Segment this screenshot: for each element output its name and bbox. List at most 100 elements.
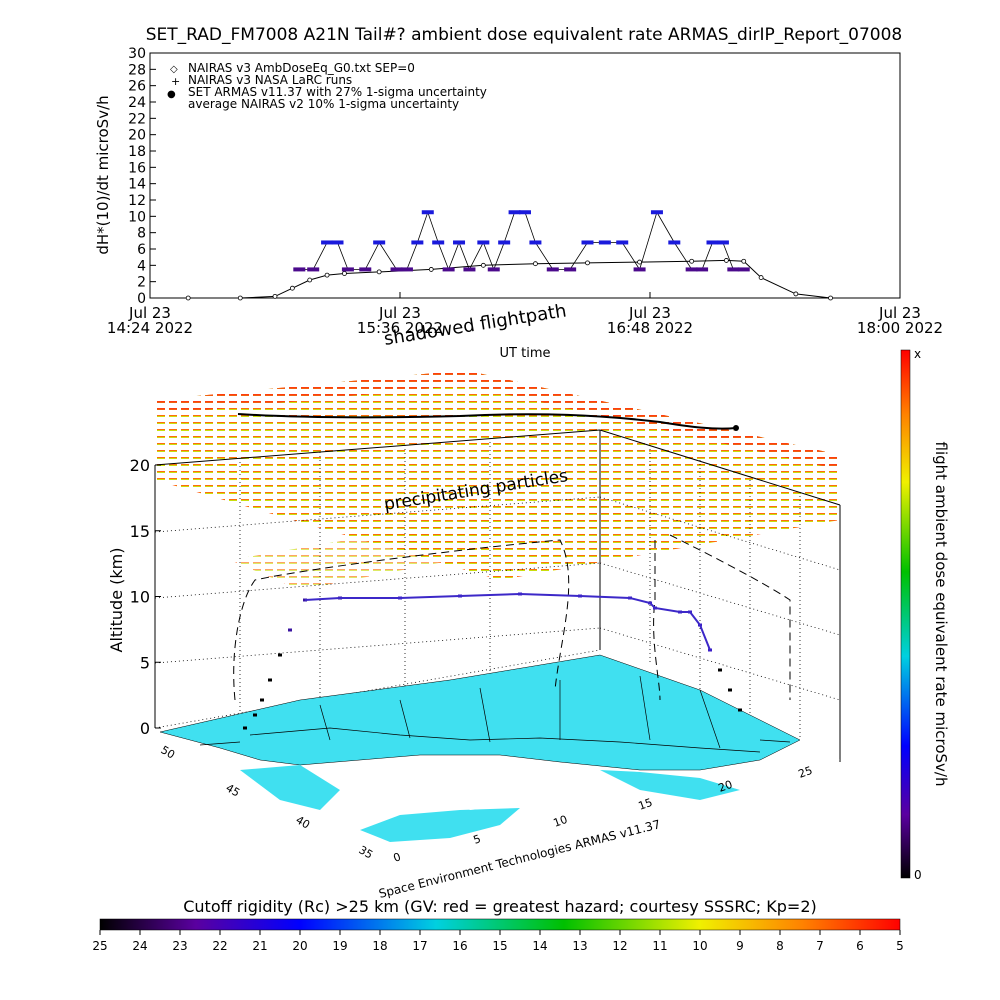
bottom-colorbar-tick-label: 17	[412, 939, 427, 953]
ground-map	[158, 652, 840, 862]
nairas-v3-point	[533, 261, 538, 267]
armas-point	[432, 240, 445, 245]
z-tick-label: 20	[130, 456, 150, 475]
bottom-colorbar-tick-label: 7	[816, 939, 824, 953]
top-series	[185, 210, 833, 301]
right-colorbar-gradient	[900, 349, 911, 879]
armas-point	[307, 267, 320, 272]
top-y-tick-label: 2	[137, 275, 146, 291]
bottom-colorbar-tick-label: 19	[332, 939, 347, 953]
top-x-tick-label: Jul 23	[628, 304, 671, 322]
bottom-colorbar-tick-label: 15	[492, 939, 507, 953]
legend-label-nairas-v3: NAIRAS v3 AmbDoseEq_G0.txt SEP=0	[188, 61, 415, 75]
top-x-tick-label: Jul 23	[878, 304, 921, 322]
armas-point	[359, 267, 372, 272]
nairas-v3-point	[758, 275, 764, 280]
z-tick-label: 5	[140, 653, 150, 672]
shadowed-flightpath	[233, 534, 791, 701]
top-x-tick-label: 14:24 2022	[107, 319, 193, 337]
armas-point	[487, 267, 500, 272]
top-x-axis-label: UT time	[500, 346, 551, 361]
armas-point	[546, 267, 559, 272]
lat-tick-label: 45	[224, 781, 243, 799]
lon-tick-label: 0	[392, 850, 403, 865]
nairas-v3-point	[689, 258, 695, 264]
armas-point	[341, 267, 354, 272]
top-y-tick-label: 22	[128, 111, 146, 127]
flightpath-3d-point	[260, 698, 264, 702]
armas-point	[737, 267, 750, 272]
top-y-axis-label: dH*(10)/dt microSv/h	[94, 95, 112, 254]
top-x-tick-label: Jul 23	[128, 304, 171, 322]
flightpath-3d-point	[243, 726, 247, 730]
lon-tick-label: 15	[637, 796, 655, 813]
bottom-colorbar-tick-label: 13	[572, 939, 587, 953]
flightpath-3d-point	[738, 708, 742, 712]
flightpath-3d-point	[268, 678, 272, 682]
bottom-colorbar-tick-label: 24	[132, 939, 147, 953]
top-x-tick-label: 16:48 2022	[607, 319, 693, 337]
armas-point	[373, 240, 386, 245]
flightpath-3d-cruise	[304, 592, 711, 651]
lat-tick-label: 40	[294, 813, 313, 831]
top-y-tick-label: 0	[137, 291, 146, 307]
top-y-tick-label: 24	[128, 95, 146, 111]
armas-point	[685, 267, 698, 272]
nairas-v3-point	[376, 269, 382, 275]
top-y-tick-label: 12	[128, 193, 146, 209]
top-y-tick-label: 4	[137, 258, 146, 274]
flightpath-top-end	[733, 425, 739, 431]
bottom-colorbar-tick-label: 12	[612, 939, 627, 953]
armas-point	[293, 267, 306, 272]
z-tick-label: 10	[130, 588, 150, 607]
top-y-tick-label: 28	[128, 62, 146, 78]
lon-ticks: 0 5 10 15 20 25	[392, 764, 815, 865]
nairas-v3-point	[828, 295, 833, 301]
right-colorbar-min: 0	[914, 868, 922, 882]
top-y-tick-label: 10	[128, 209, 146, 225]
armas-point	[581, 240, 594, 245]
flightpath-3d	[243, 592, 742, 730]
nairas-v3-line	[188, 259, 831, 299]
chart-title: SET_RAD_FM7008 A21N Tail#? ambient dose …	[146, 25, 902, 45]
bottom-colorbar-label: Cutoff rigidity (Rc) >25 km (GV: red = g…	[183, 897, 817, 916]
right-colorbar-label: flight ambient dose equivalent rate micr…	[932, 442, 950, 787]
bottom-colorbar-tick-label: 23	[172, 939, 187, 953]
flightpath-3d-point	[288, 628, 292, 632]
armas-point	[716, 240, 729, 245]
nairas-v3-point	[307, 277, 313, 283]
armas-point	[498, 240, 511, 245]
bottom-colorbar-tick-label: 9	[736, 939, 744, 953]
armas-point	[453, 240, 466, 245]
legend-label-nairas-larc: NAIRAS v3 NASA LaRC runs	[188, 73, 352, 87]
armas-point	[477, 240, 490, 245]
armas-point	[508, 210, 521, 215]
nairas-v3-point	[289, 285, 295, 291]
armas-point	[519, 210, 531, 215]
nairas-v3-point	[272, 293, 278, 299]
bottom-colorbar-tick-label: 21	[252, 939, 267, 953]
lon-tick-label: 10	[552, 813, 570, 830]
flightpath-3d-point	[718, 668, 722, 672]
bottom-colorbar-ticks: 25 24 23 22 21 20 19 18 17 16 15 14 13 12 11 10 9 8 7 6 5	[92, 930, 904, 953]
bottom-colorbar-tick-label: 18	[372, 939, 387, 953]
armas-point	[421, 210, 434, 215]
top-y-tick-label: 16	[128, 160, 146, 176]
armas-point	[564, 267, 577, 272]
armas-point	[390, 267, 403, 272]
armas-point	[529, 240, 542, 245]
nairas-v3-point	[185, 295, 191, 301]
box-grid	[154, 438, 841, 740]
top-x-tick-label: 18:00 2022	[857, 319, 943, 337]
top-x-tick-label: 15:36 2022	[357, 319, 443, 337]
armas-point	[321, 240, 334, 245]
lon-tick-label: 20	[717, 778, 735, 795]
flightpath-3d-point	[728, 688, 732, 692]
armas-point	[633, 267, 646, 272]
legend-label-armas: SET ARMAS v11.37 with 27% 1-sigma uncert…	[188, 85, 487, 99]
nairas-v3-point	[741, 258, 747, 264]
